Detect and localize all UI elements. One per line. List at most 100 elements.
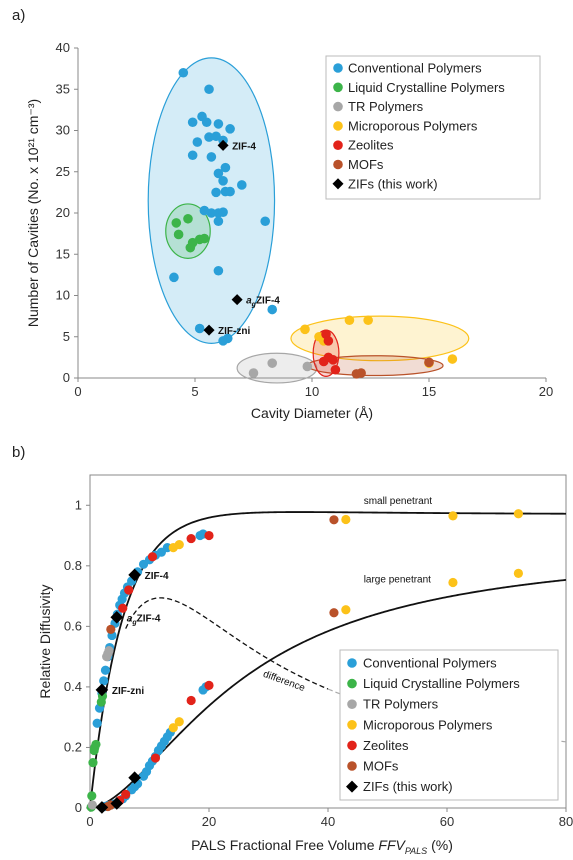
point-conventional [92, 718, 102, 728]
point-tr [87, 800, 97, 810]
legend-marker-zeolites [347, 740, 357, 751]
point-zeolites [330, 364, 341, 375]
panel-b-label: b) [12, 444, 25, 461]
point-conventional [201, 117, 212, 128]
point-conventional [237, 180, 247, 190]
y-tick-label: 35 [56, 81, 70, 96]
curve-label: small penetrant [364, 496, 433, 507]
point-conventional [213, 119, 224, 129]
point-zeolites [121, 789, 131, 799]
point-mofs [356, 368, 366, 378]
region-ellipse-conventional [147, 57, 276, 344]
point-microporous [448, 577, 458, 588]
legend-entry: Zeolites [348, 138, 394, 153]
point-conventional [100, 665, 111, 675]
y-tick-label: 20 [56, 205, 70, 220]
point-zeolites [186, 533, 196, 544]
y-tick-label: 10 [56, 288, 70, 303]
point-mofs [106, 624, 116, 634]
point-microporous [341, 605, 351, 615]
x-tick-label: 20 [202, 814, 216, 829]
point-mofs [329, 515, 339, 525]
y-tick-label: 30 [56, 123, 70, 138]
y-tick-label: 15 [56, 246, 70, 261]
x-axis-label: Cavity Diameter (Å) [251, 405, 373, 421]
x-axis-label-symbol: FFV [378, 837, 406, 853]
point-conventional [187, 150, 198, 161]
point-zifs [110, 797, 124, 810]
legend-entry: Liquid Crystalline Polymers [348, 80, 505, 95]
point-microporous [344, 315, 355, 326]
y-tick-label: 0.6 [64, 618, 82, 633]
point-zeolites [186, 695, 196, 706]
point-liquid_crystalline [171, 218, 182, 228]
point-liquid_crystalline [91, 739, 101, 750]
point-conventional [260, 216, 271, 227]
region-ellipse-liquid_crystalline [165, 203, 211, 259]
legend-entry: Conventional Polymers [348, 61, 482, 76]
legend-marker-microporous [347, 720, 357, 730]
legend-entry: Liquid Crystalline Polymers [363, 676, 520, 691]
x-tick-label: 80 [559, 814, 573, 829]
point-zifs [110, 610, 124, 624]
point-microporous [447, 354, 458, 364]
point-microporous [341, 514, 351, 525]
point-zifs [203, 324, 215, 336]
legend-entry: Zeolites [363, 738, 409, 753]
point-zeolites [204, 680, 214, 690]
x-tick-label: 40 [321, 814, 335, 829]
annotation-sub: g [131, 619, 137, 626]
x-tick-label: 60 [440, 814, 454, 829]
x-axis-label-text: PALS Fractional Free Volume [191, 837, 378, 853]
annotation-label: agZIF-4 [246, 296, 280, 309]
annotation-sub: g [251, 302, 257, 309]
curve-label: difference [262, 669, 307, 694]
y-tick-label: 0 [75, 800, 82, 815]
x-tick-label: 0 [86, 814, 93, 829]
x-axis-label: PALS Fractional Free Volume FFVPALS (%) [191, 837, 453, 856]
legend-marker-zifs [346, 780, 358, 793]
legend-marker-mofs [347, 761, 357, 771]
y-tick-label: 25 [56, 164, 70, 179]
legend-marker-liquid_crystalline [347, 678, 357, 689]
point-liquid_crystalline [87, 791, 97, 801]
annotation-label: ZIF-4 [145, 571, 169, 582]
point-conventional [218, 176, 228, 186]
annotation-text: ZIF-4 [256, 296, 280, 307]
chart-a: 0 5 10 15 20 25 30 35 40 0 5 10 15 20 Cavity Diameter … [25, 40, 553, 421]
x-tick-label: 10 [305, 384, 319, 399]
annotation-label: ZIF-zni [112, 686, 144, 697]
point-microporous [513, 568, 524, 578]
point-conventional [225, 124, 235, 134]
y-tick-label: 5 [63, 329, 70, 344]
legend-entry: MOFs [363, 759, 399, 774]
legend-marker-conventional [347, 658, 357, 668]
legend-marker-tr [347, 699, 357, 709]
point-conventional [187, 117, 198, 128]
y-axis-label: Relative Diffusivity [37, 584, 53, 698]
x-axis-label-unit: (%) [427, 837, 453, 853]
point-conventional [206, 208, 217, 218]
point-zifs [128, 568, 141, 582]
point-conventional [192, 137, 203, 147]
point-conventional [194, 323, 205, 334]
point-conventional [169, 272, 179, 283]
legend-marker-zeolites [333, 140, 343, 150]
legend-entry: MOFs [348, 157, 384, 172]
point-conventional [211, 131, 221, 142]
legend-marker-mofs [333, 159, 343, 170]
point-conventional [99, 676, 109, 686]
legend-entry: TR Polymers [363, 697, 439, 712]
point-tr [104, 645, 114, 656]
point-zeolites [150, 753, 161, 763]
point-microporous [363, 315, 373, 326]
point-liquid_crystalline [88, 757, 98, 768]
annotation-text: ZIF-4 [137, 613, 161, 624]
legend-entry: ZIFs (this work) [348, 176, 438, 191]
annotation-prefix: a [127, 613, 133, 624]
curve-difference [125, 597, 329, 690]
legend-entry: Microporous Polymers [363, 717, 493, 732]
point-conventional [218, 207, 228, 217]
point-zifs [217, 139, 229, 151]
point-liquid_crystalline [199, 233, 210, 244]
